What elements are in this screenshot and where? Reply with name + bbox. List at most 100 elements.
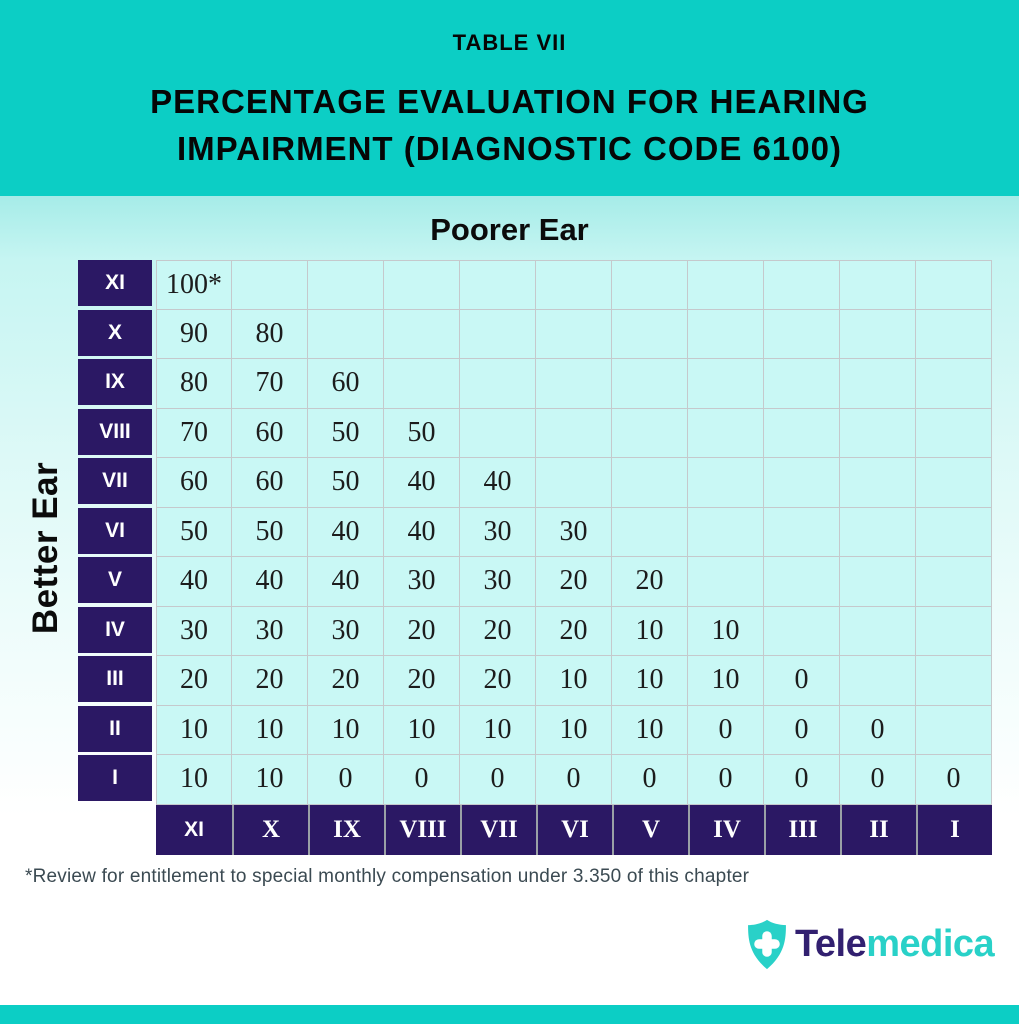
- column-header: V: [612, 804, 688, 855]
- table-cell: [688, 507, 764, 557]
- table-cell: 0: [840, 755, 916, 805]
- table-cell: 0: [384, 755, 460, 805]
- table-cell: [764, 359, 840, 409]
- table-cell: 0: [688, 755, 764, 805]
- row-header-label: VI: [78, 507, 152, 554]
- table-cell: 10: [536, 656, 612, 706]
- table-cell: 50: [308, 458, 384, 508]
- table-cell: 20: [612, 557, 688, 607]
- table-cell: 50: [308, 408, 384, 458]
- page-title: PERCENTAGE EVALUATION FOR HEARING IMPAIR…: [0, 78, 1019, 172]
- table-cell: [840, 656, 916, 706]
- table-cell: 20: [536, 557, 612, 607]
- table-cell: [384, 359, 460, 409]
- table-cell: [612, 359, 688, 409]
- row-header: I: [78, 755, 152, 805]
- brand-name: Telemedica: [795, 923, 995, 966]
- table-cell: 60: [156, 458, 232, 508]
- column-header: II: [840, 804, 916, 855]
- table-cell: [460, 359, 536, 409]
- table-cell: [688, 557, 764, 607]
- table-cell: 50: [232, 507, 308, 557]
- table-cell: 0: [764, 755, 840, 805]
- table-cell: [764, 606, 840, 656]
- table-cell: [232, 260, 308, 310]
- table-cell: [384, 260, 460, 310]
- table-cell: 10: [612, 606, 688, 656]
- table-cell: 40: [384, 458, 460, 508]
- table-cell: 50: [156, 507, 232, 557]
- column-header: IV: [688, 804, 764, 855]
- table-cell: 10: [536, 705, 612, 755]
- table-cell: 10: [384, 705, 460, 755]
- table-cell: 60: [232, 458, 308, 508]
- table-cell: [764, 309, 840, 359]
- table-cell: [460, 408, 536, 458]
- table-cell: 40: [156, 557, 232, 607]
- column-header: XI: [156, 804, 232, 855]
- column-header: VI: [536, 804, 612, 855]
- table-cell: 70: [156, 408, 232, 458]
- column-header: VII: [460, 804, 536, 855]
- table-cell: 80: [156, 359, 232, 409]
- table-cell: [764, 507, 840, 557]
- table-cell: 50: [384, 408, 460, 458]
- table-cell: [916, 359, 992, 409]
- table-cell: [612, 458, 688, 508]
- brand-name-second: medica: [866, 923, 995, 965]
- row-header-label: VII: [78, 458, 152, 504]
- column-header: III: [764, 804, 840, 855]
- table-cell: [460, 260, 536, 310]
- row-header: XI: [78, 260, 152, 310]
- table-cell: 0: [308, 755, 384, 805]
- table-cell: 80: [232, 309, 308, 359]
- table-cell: [536, 309, 612, 359]
- table-cell: [840, 260, 916, 310]
- row-header: VIII: [78, 408, 152, 459]
- table-cell: 20: [156, 656, 232, 706]
- table-cell: [688, 458, 764, 508]
- table-cell: 0: [764, 705, 840, 755]
- title-line-1: PERCENTAGE EVALUATION FOR HEARING: [150, 83, 869, 120]
- table-cell: 30: [536, 507, 612, 557]
- table-cell: [764, 458, 840, 508]
- table-cell: [688, 309, 764, 359]
- table-cell: 40: [308, 557, 384, 607]
- table-cell: [308, 309, 384, 359]
- table-cell: [840, 557, 916, 607]
- footer-band: [0, 1005, 1019, 1024]
- shield-cross-icon: [748, 919, 786, 970]
- table-cell: [536, 458, 612, 508]
- table-cell: [612, 507, 688, 557]
- row-header-label: XI: [78, 260, 152, 306]
- table-cell: 20: [384, 656, 460, 706]
- table-cell: [916, 260, 992, 310]
- table-cell: [916, 656, 992, 706]
- table-cell: 20: [460, 656, 536, 706]
- table-cell: [840, 606, 916, 656]
- row-header: V: [78, 557, 152, 607]
- table-cell: [688, 359, 764, 409]
- brand-name-first: Tele: [795, 923, 867, 965]
- row-header: IV: [78, 606, 152, 657]
- table-cell: [308, 260, 384, 310]
- row-header: II: [78, 705, 152, 756]
- table-cell: 40: [460, 458, 536, 508]
- table-cell: 40: [384, 507, 460, 557]
- table-cell: [688, 260, 764, 310]
- row-axis-label: Better Ear: [26, 461, 65, 635]
- table-cell: [916, 705, 992, 755]
- row-header: III: [78, 656, 152, 706]
- table-cell: 20: [232, 656, 308, 706]
- brand-logo: Telemedica: [744, 918, 995, 971]
- table-cell: [612, 408, 688, 458]
- table-cell: 20: [308, 656, 384, 706]
- row-header-label: X: [78, 309, 152, 356]
- table-cell: 30: [384, 557, 460, 607]
- table-cell: [916, 458, 992, 508]
- title-line-2: IMPAIRMENT (DIAGNOSTIC CODE 6100): [177, 130, 842, 167]
- table-cell: 10: [612, 656, 688, 706]
- table-cell: [460, 309, 536, 359]
- column-header: IX: [308, 804, 384, 855]
